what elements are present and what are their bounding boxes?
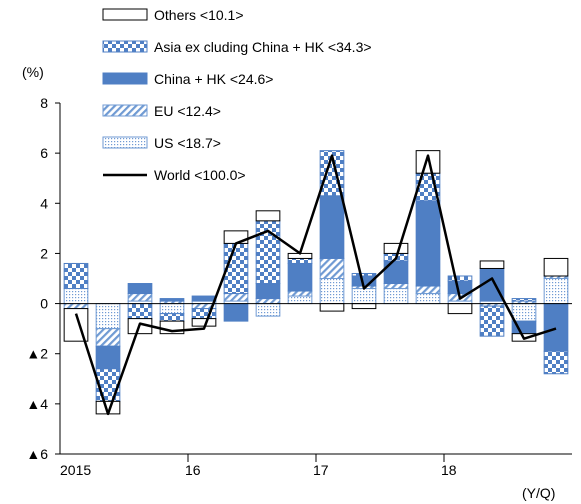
bar-segment-asia (287, 257, 313, 264)
legend-item-world: World <100.0> (103, 167, 246, 183)
legend-swatch-others (102, 8, 148, 21)
bar-segment-others (543, 257, 569, 277)
bar-segment-us (95, 303, 121, 330)
legend-label-others: Others <10.1> (154, 7, 244, 23)
bar-segment-others (351, 303, 377, 310)
legend-item-china: China + HK <24.6> (102, 71, 273, 87)
bar-segment-eu (319, 257, 345, 280)
legend-swatch-us (102, 136, 148, 149)
legend-item-us: US <18.7> (102, 135, 221, 151)
legend-swatch-asia (102, 40, 148, 53)
y-tick-label: ▲2 (26, 346, 48, 362)
legend-item-others: Others <10.1> (102, 7, 244, 23)
y-tick-label: 8 (40, 95, 48, 111)
x-year-label: 18 (441, 462, 457, 478)
bar-segment-others (447, 303, 473, 315)
bar-segment-us (63, 288, 89, 305)
world-line (74, 154, 557, 416)
bar-segment-asia (447, 275, 473, 282)
bar-segment-china (415, 200, 441, 287)
bar-segment-us (319, 278, 345, 305)
legend-swatch-china (102, 72, 148, 85)
y-tick-label: 4 (40, 195, 48, 211)
bar-segment-eu (63, 303, 89, 310)
bar-segment-us (383, 288, 409, 305)
y-tick-label: 0 (40, 296, 48, 312)
legend: Others <10.1> Asia ex cluding China + HK… (102, 7, 372, 183)
bar-segment-china (159, 298, 185, 302)
bar-segment-us (415, 293, 441, 305)
bar-segment-others (415, 150, 441, 174)
bar-segment-china (223, 303, 249, 322)
legend-swatch-eu (102, 104, 148, 117)
y-tick-label: 2 (40, 245, 48, 261)
bar-segment-asia (63, 262, 89, 290)
bar-segment-others (255, 210, 281, 222)
bar-segment-eu (287, 290, 313, 297)
plot-area: 8 6 4 2 0 ▲2 ▲4 ▲6 2015 16 17 18 (26, 95, 572, 478)
bar-segment-asia (159, 313, 185, 322)
bar-segment-asia (127, 303, 153, 320)
legend-item-eu: EU <12.4> (102, 103, 221, 119)
y-tick-label: ▲6 (26, 446, 48, 462)
bar-segment-us (159, 303, 185, 315)
bar-segment-us (287, 295, 313, 305)
bar-segment-us (543, 278, 569, 305)
legend-label-asia: Asia ex cluding China + HK <34.3> (154, 39, 372, 55)
bar-segment-china (191, 295, 217, 302)
bar-segment-us (351, 288, 377, 305)
y-tick-label: ▲4 (26, 396, 48, 412)
legend-label-world: World <100.0> (154, 167, 246, 183)
bar-segment-china (127, 283, 153, 295)
legend-item-asia: Asia ex cluding China + HK <34.3> (102, 39, 372, 55)
bar-segment-china (319, 195, 345, 259)
bar-segment-eu (255, 298, 281, 305)
bar-segment-china (543, 303, 569, 352)
bar-segment-asia (543, 350, 569, 375)
x-year-label: 2015 (60, 462, 91, 478)
y-tick-label: 6 (40, 145, 48, 161)
bar-segment-eu (383, 283, 409, 290)
bar-segment-china (287, 262, 313, 292)
bar-segment-us (255, 303, 281, 317)
x-year-label: 17 (313, 462, 329, 478)
x-unit-label: (Y/Q) (522, 485, 555, 501)
bar-segment-others (479, 260, 505, 269)
bar-segment-asia (511, 298, 537, 302)
legend-label-eu: EU <12.4> (154, 103, 221, 119)
bar-segment-eu (223, 293, 249, 302)
x-year-label: 16 (185, 462, 201, 478)
bar-segment-china (255, 283, 281, 300)
bar-segment-china (447, 280, 473, 295)
bar-segment-others (223, 230, 249, 244)
bar-segment-us (511, 303, 537, 322)
bar-segment-others (319, 303, 345, 312)
bar-segment-asia (191, 308, 217, 320)
bar-segment-china (95, 345, 121, 370)
legend-label-us: US <18.7> (154, 135, 221, 151)
bar-segment-eu (95, 328, 121, 347)
bar-segment-others (191, 318, 217, 327)
y-unit-label: (%) (22, 64, 44, 80)
bar-segment-asia (351, 272, 377, 277)
bar-segment-eu (127, 293, 153, 302)
bar-segment-eu (415, 285, 441, 295)
bar-segment-china (383, 260, 409, 285)
bar-segment-asia (479, 305, 505, 337)
legend-label-china: China + HK <24.6> (154, 71, 273, 87)
bar-segment-others (383, 242, 409, 254)
